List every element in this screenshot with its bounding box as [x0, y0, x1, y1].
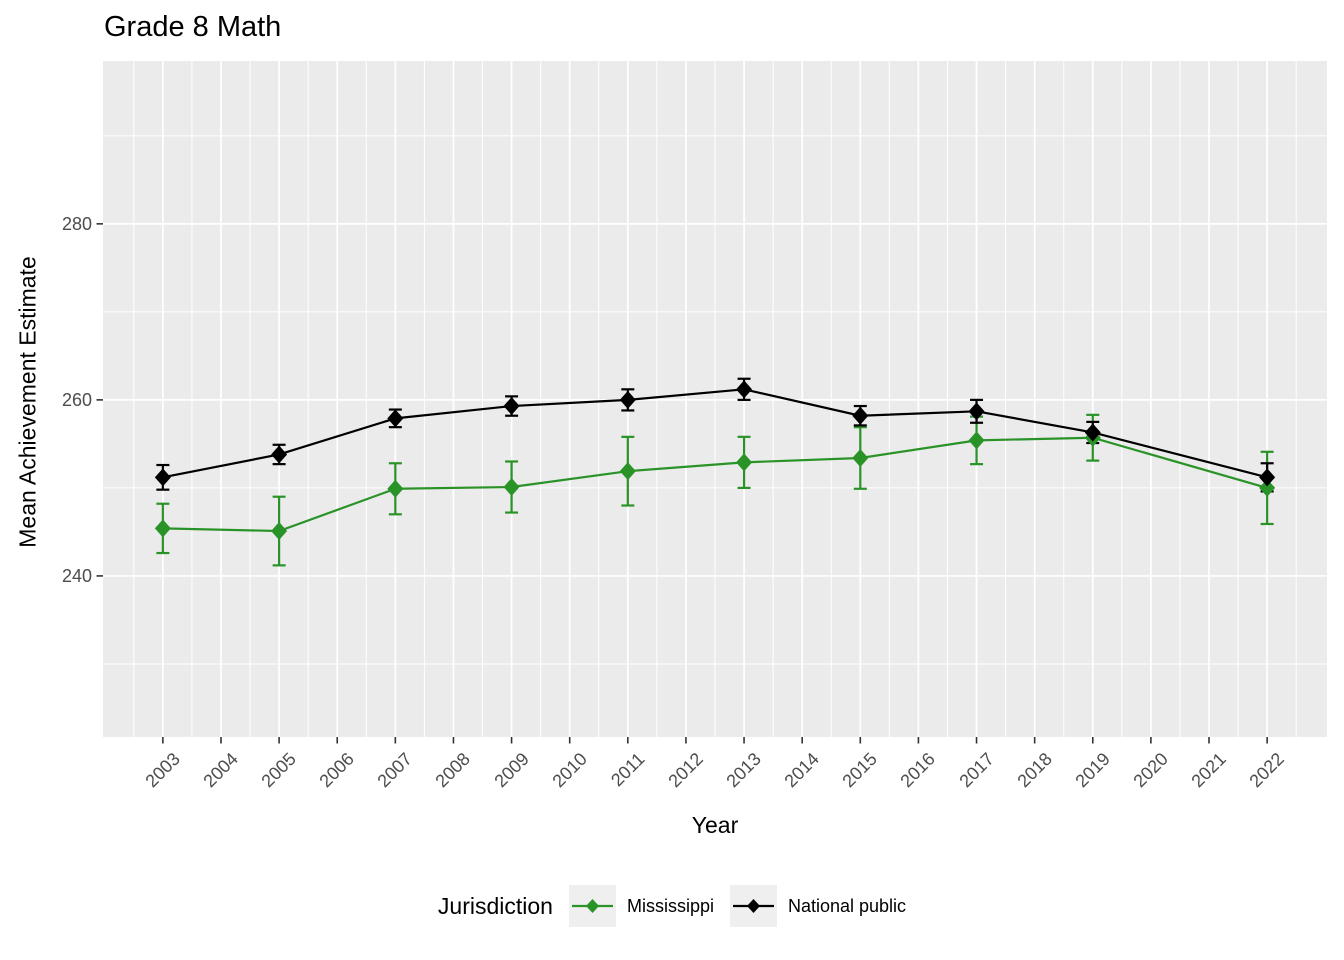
page-title: Grade 8 Math: [104, 11, 282, 43]
legend-label-mississippi: Mississippi: [626, 895, 714, 916]
y-tick-label: 260: [61, 389, 92, 410]
legend-item-mississippi: Mississippi: [568, 885, 714, 927]
y-tick-label: 280: [61, 213, 92, 234]
mississippi-line-marker-icon: [568, 885, 616, 927]
y-tick-label: 240: [61, 565, 92, 586]
legend-title: Jurisdiction: [437, 892, 553, 919]
legend-label-national-public: National public: [787, 895, 907, 916]
x-axis-title: Year: [691, 812, 739, 838]
legend: Jurisdiction Mississippi National public: [0, 882, 1344, 930]
national-public-line-marker-icon: [729, 885, 777, 927]
legend-item-national-public: National public: [729, 885, 907, 927]
